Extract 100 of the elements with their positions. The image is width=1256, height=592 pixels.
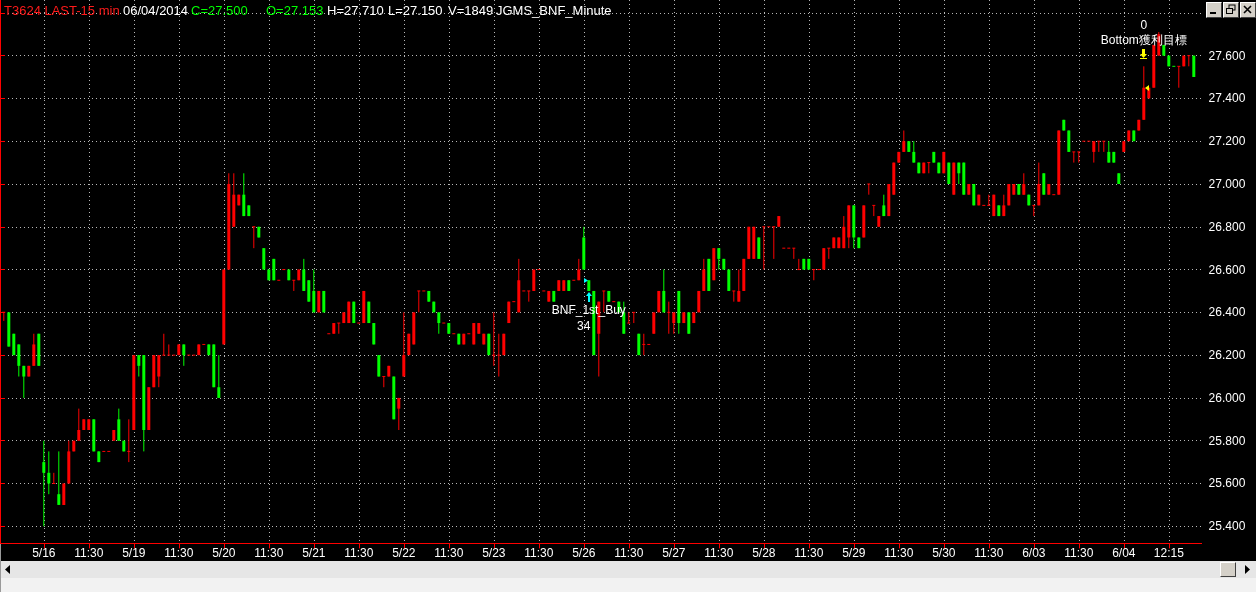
annotation: JGMS_BNF_Minute [496,3,612,18]
candlestick [117,408,121,442]
candlestick [1102,140,1106,153]
candlestick [1077,151,1081,164]
candlestick [57,450,61,506]
x-tick-label: 11:30 [614,546,644,561]
x-tick-label: 11:30 [974,546,1004,561]
x-tick-label: 11:30 [164,546,194,561]
annotation: 06/04/2014 [123,3,189,18]
candlestick [1187,55,1191,67]
candlestick [17,343,21,378]
candlestick [292,279,296,292]
y-tick-label: 27.000 [1208,176,1246,191]
x-tick-label: 11:30 [524,546,554,561]
y-tick-label: 26.000 [1208,390,1246,405]
candlestick [22,365,26,399]
candlestick [137,354,141,378]
annotation: H=27.710 [327,3,384,18]
candlestick [182,343,186,367]
candlestick [822,247,826,271]
annotation: V=1849 [448,3,494,18]
y-tick-label: 27.600 [1208,48,1246,63]
x-tick-label: 11:30 [794,546,824,561]
candlestick [1097,140,1101,153]
x-tick-label: 5/26 [572,546,596,561]
candlestick [1177,65,1181,89]
candlestick [382,376,386,388]
candlestick [627,311,631,324]
candlestick [262,247,266,271]
x-tick-label: 11:30 [704,546,734,561]
candlestick [492,311,496,367]
candlestick [377,354,381,378]
candlestick [672,311,676,335]
candlestick [307,279,311,303]
annotation: 0 [1140,18,1148,33]
candlestick [1037,162,1041,206]
candlestick [632,311,636,324]
annotation: L=27.150 [388,3,443,18]
candlestick [1032,204,1036,217]
candlestick [527,290,531,303]
x-tick-label: 11:30 [1064,546,1094,561]
candlestick [417,290,421,313]
candlestick [1022,172,1026,196]
x-tick-label: 5/27 [662,546,686,561]
x-tick-label: 5/20 [212,546,236,561]
candlestick [337,322,341,335]
candlestick [242,172,246,217]
x-tick-label: 5/30 [932,546,956,561]
candlestick [397,397,401,431]
y-tick-label: 26.200 [1208,348,1246,363]
x-tick-label: 5/28 [752,546,776,561]
x-tick-label: 11:30 [254,546,284,561]
candlestick [77,408,81,442]
candlestick [717,247,721,271]
candlestick [497,333,501,378]
candlestick [902,130,906,153]
y-tick-label: 25.600 [1208,476,1246,491]
y-tick-label: 26.400 [1208,305,1246,320]
candlestick [867,183,871,196]
candlestick [1107,140,1111,164]
chart-title: T3624 LAST-15 min [4,3,120,18]
candlestick [667,301,671,335]
candlestick [1072,151,1076,164]
candlestick [302,258,306,292]
candlestick [652,311,656,335]
candlestick [987,194,991,206]
candlestick [762,226,766,271]
y-tick-label: 25.800 [1208,433,1246,448]
candlestick [827,247,831,260]
candlestick [217,354,221,399]
candlestick [872,204,876,217]
candlestick [927,162,931,174]
candlestick [737,269,741,303]
candlestick [1092,140,1096,164]
candlestick [32,333,36,367]
y-tick-label: 27.400 [1208,91,1246,106]
x-tick-label: 11:30 [74,546,104,561]
candlestick [797,258,801,271]
candlestick [1042,172,1046,196]
x-tick-label: 5/21 [302,546,326,561]
candlestick [812,269,816,281]
candlestick [42,440,46,527]
x-tick-label: 11:30 [434,546,464,561]
candlestick [687,311,691,335]
x-tick-label: 5/16 [32,546,56,561]
candlestick [732,290,736,303]
candlestick [62,483,66,506]
candlestick [772,226,776,260]
x-tick-label: 11:30 [884,546,914,561]
annotation: C=27.500 [191,3,248,18]
x-tick-label: 6/03 [1022,546,1046,561]
candlestick [792,247,796,260]
candlestick [402,311,406,378]
candlestick [127,418,131,463]
candlestick [437,311,441,335]
candlestick [162,333,166,356]
x-tick-label: 5/19 [122,546,146,561]
x-tick-label: 5/22 [392,546,416,561]
candlestick [842,215,846,249]
y-tick-label: 26.800 [1208,219,1246,234]
